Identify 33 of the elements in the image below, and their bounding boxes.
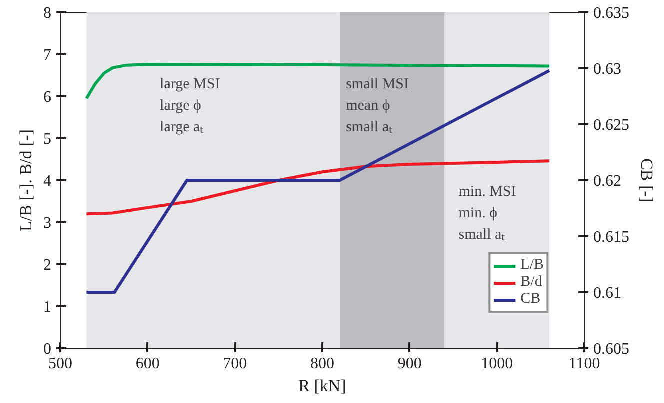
annotation: min. MSI min. ϕ small aₜ: [458, 184, 516, 244]
y-axis-title: L/B [-]. B/d [-]: [16, 130, 36, 232]
y2-tick-label: 0.635: [594, 5, 630, 22]
y-tick-label: 3: [44, 215, 52, 232]
x-tick-label: 600: [136, 356, 160, 372]
y2-tick-label: 0.62: [594, 173, 622, 190]
annotation: small MSI mean ϕ small aₜ: [346, 76, 410, 136]
x-tick-label: 900: [398, 356, 422, 372]
y-tick-label: 1: [44, 299, 52, 316]
x-axis-title: R [kN]: [298, 376, 346, 396]
y-tick-label: 2: [44, 257, 52, 274]
legend-label: CB: [520, 291, 541, 308]
y2-tick-label: 0.625: [594, 117, 630, 134]
x-tick-label: 700: [223, 356, 248, 372]
x-tick-label: 500: [48, 356, 72, 372]
y-tick-label: 0: [44, 341, 52, 358]
y-tick-label: 4: [44, 173, 52, 190]
x-tick-label: 1000: [481, 356, 514, 372]
legend-label: L/B: [520, 257, 544, 274]
y2-tick-label: 0.605: [594, 341, 630, 358]
y2-tick-label: 0.615: [594, 229, 630, 246]
y-tick-label: 7: [44, 47, 52, 64]
x-tick-label: 1100: [568, 356, 600, 372]
y-tick-label: 8: [44, 5, 52, 22]
x-tick-label: 800: [310, 356, 334, 372]
legend-label: B/d: [520, 274, 542, 291]
y-tick-label: 6: [44, 89, 52, 106]
y2-tick-label: 0.63: [594, 61, 622, 78]
line-series: [85, 63, 552, 100]
y2-tick-label: 0.61: [594, 285, 622, 302]
y-tick-label: 5: [44, 131, 52, 148]
annotation: large MSI large ϕ large aₜ: [160, 76, 220, 136]
y2-axis-title: CB [-]: [638, 158, 656, 202]
